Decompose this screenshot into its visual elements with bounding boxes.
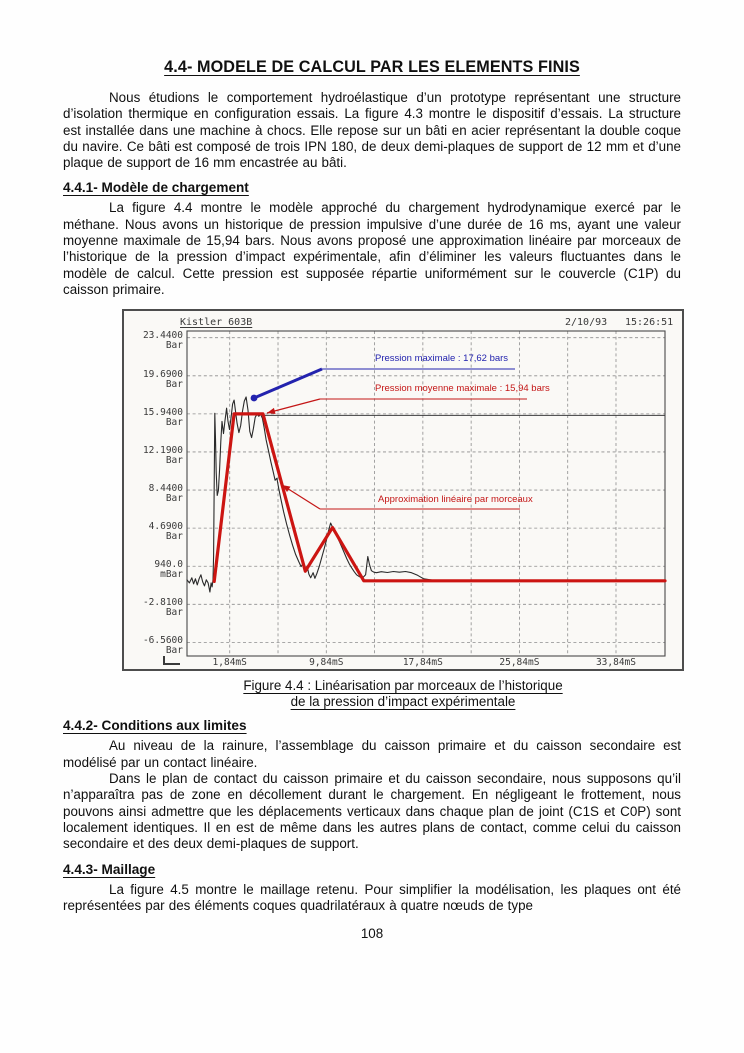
section-heading-442: 4.4.2- Conditions aux limites <box>63 718 247 734</box>
figure-caption: Figure 4.4 : Linéarisation par morceaux … <box>122 678 684 709</box>
page-title: 4.4- MODELE DE CALCUL PAR LES ELEMENTS F… <box>164 58 580 76</box>
y-tick-label: 19.6900 Bar <box>142 368 183 390</box>
chart-date: 2/10/93 <box>565 317 608 329</box>
y-tick-label: 4.6900 Bar <box>148 520 183 542</box>
annotation-pression-moyenne-maximale: Pression moyenne maximale : 15,94 bars <box>375 383 550 395</box>
chart-canvas <box>186 330 667 657</box>
section-443-paragraph: La figure 4.5 montre le maillage retenu.… <box>63 881 681 913</box>
section-heading-441: 4.4.1- Modèle de chargement <box>63 180 249 196</box>
section-heading-443: 4.4.3- Maillage <box>63 861 156 877</box>
chart-time: 15:26:51 <box>625 317 674 329</box>
section-442-paragraph-2: Dans le plan de contact du caisson prima… <box>63 771 681 852</box>
chart-sensor-label: Kistler 603B <box>180 317 253 329</box>
x-tick-label: 25,84mS <box>499 657 540 669</box>
y-tick-label: 12.1900 Bar <box>142 444 183 466</box>
y-tick-label: 8.4400 Bar <box>148 482 183 504</box>
section-442-paragraph-1: Au niveau de la rainure, l’assemblage du… <box>63 738 681 770</box>
y-tick-label: 940.0 mBar <box>154 558 183 580</box>
annotation-approximation-lineaire: Approximation linéaire par morceaux <box>378 494 533 506</box>
x-tick-label: 17,84mS <box>402 657 443 669</box>
figure-4-4-chart: Kistler 603B 2/10/93 15:26:51 23.4400 Bar… <box>122 309 684 672</box>
x-tick-label: 1,84mS <box>212 657 247 669</box>
y-tick-label: 15.9400 Bar <box>142 406 183 428</box>
figure-caption-line2: de la pression d’impact expérimentale <box>290 693 516 709</box>
figure-caption-line1: Figure 4.4 : Linéarisation par morceaux … <box>243 678 563 694</box>
axis-corner-mark <box>163 656 180 666</box>
x-tick-label: 9,84mS <box>309 657 344 669</box>
page-number: 108 <box>360 926 384 942</box>
x-tick-label: 33,84mS <box>595 657 636 669</box>
intro-paragraph: Nous étudions le comportement hydroélast… <box>63 90 681 171</box>
y-tick-label: -6.5600 Bar <box>142 635 183 657</box>
y-tick-label: -2.8100 Bar <box>142 597 183 619</box>
annotation-pression-maximale: Pression maximale : 17,62 bars <box>375 353 509 365</box>
y-tick-label: 23.4400 Bar <box>142 330 183 352</box>
section-441-paragraph: La figure 4.4 montre le modèle approché … <box>63 200 681 297</box>
